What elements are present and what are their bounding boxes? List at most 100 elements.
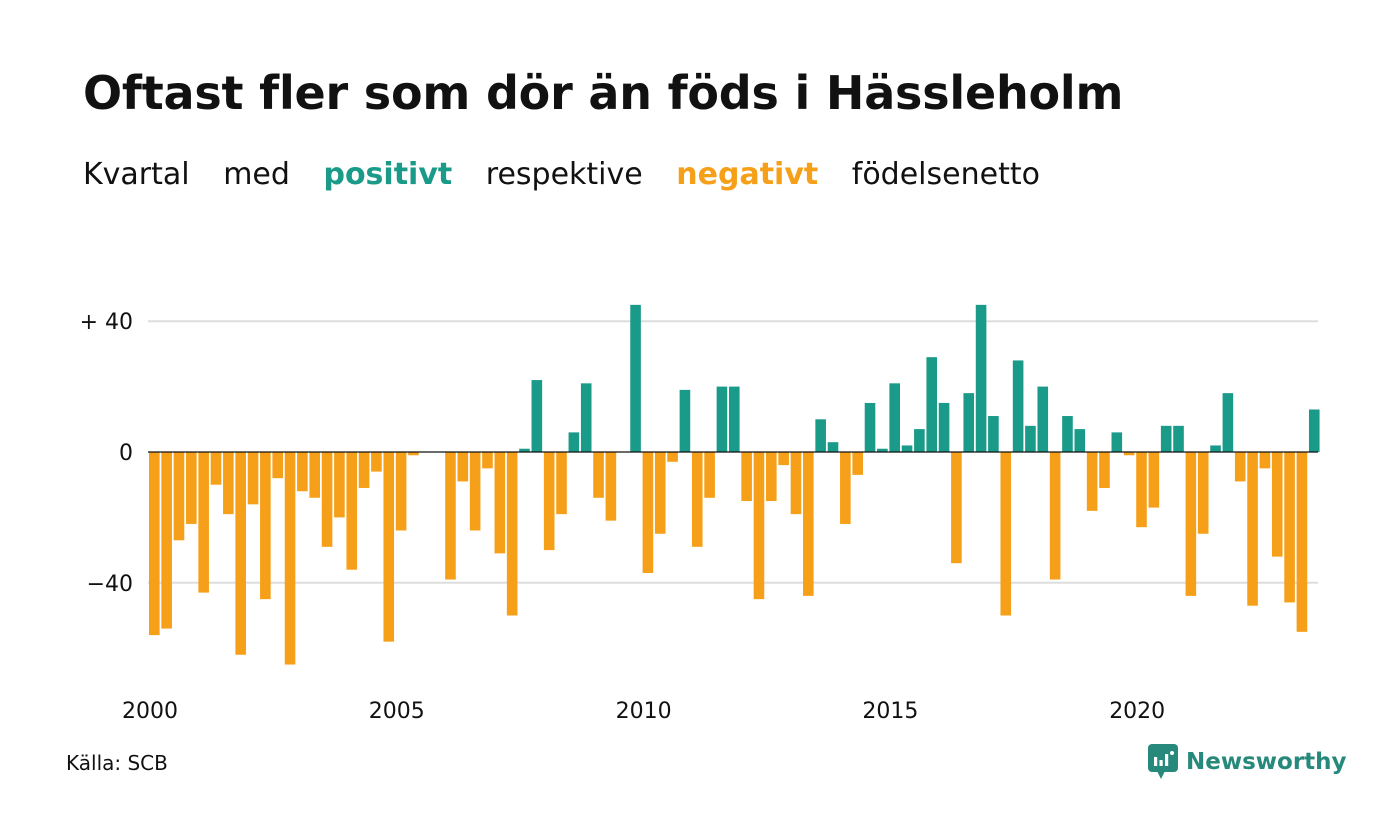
bar-negative bbox=[334, 452, 345, 518]
bar-negative bbox=[1185, 452, 1197, 596]
bar-positive bbox=[679, 389, 691, 452]
bar-negative bbox=[766, 452, 777, 502]
bar-negative bbox=[543, 452, 555, 551]
bar-negative bbox=[1271, 452, 1283, 557]
bar-positive bbox=[1160, 425, 1172, 452]
bar-negative bbox=[173, 452, 185, 541]
bar-positive bbox=[975, 304, 987, 452]
y-tick-label: 0 bbox=[119, 441, 133, 466]
bar-negative bbox=[198, 452, 209, 593]
x-tick-label: 2000 bbox=[122, 699, 178, 724]
bar-negative bbox=[642, 452, 654, 573]
bar-negative bbox=[371, 452, 382, 472]
bar-negative bbox=[753, 452, 765, 600]
x-tick-label: 2020 bbox=[1109, 699, 1165, 724]
bar-negative bbox=[1123, 452, 1135, 456]
bar-negative bbox=[506, 452, 518, 616]
bar-positive bbox=[716, 386, 728, 452]
bar-negative bbox=[161, 452, 172, 629]
bar-negative bbox=[852, 452, 863, 475]
bar-negative bbox=[383, 452, 395, 642]
bar-positive bbox=[827, 442, 839, 452]
bar-positive bbox=[877, 448, 888, 452]
bar-positive bbox=[1062, 416, 1073, 452]
brand-name: Newsworthy bbox=[1186, 749, 1347, 775]
bar-negative bbox=[556, 452, 567, 515]
bar-positive bbox=[926, 357, 938, 452]
bar-positive bbox=[531, 380, 543, 452]
bar-positive bbox=[630, 304, 641, 452]
bar-negative bbox=[840, 452, 851, 524]
bar-negative bbox=[1296, 452, 1308, 632]
subtitle-negative-label: negativt bbox=[676, 157, 819, 192]
bar-positive bbox=[901, 445, 913, 452]
newsworthy-logo-icon bbox=[1148, 744, 1178, 779]
source-note: Källa: SCB bbox=[66, 751, 168, 775]
bar-negative bbox=[186, 452, 197, 524]
bar-negative bbox=[358, 452, 370, 488]
bar-negative bbox=[272, 452, 283, 479]
bar-negative bbox=[1086, 452, 1098, 511]
bar-positive bbox=[519, 448, 530, 452]
bar-negative bbox=[605, 452, 617, 521]
bar-positive bbox=[815, 419, 826, 452]
bar-negative bbox=[1148, 452, 1160, 508]
bar-chart: + 40 0 −40 2000 2005 2010 2015 2020 bbox=[80, 304, 1320, 724]
bar-positive bbox=[914, 429, 925, 452]
bar-negative bbox=[691, 452, 703, 547]
bar-positive bbox=[1222, 393, 1234, 452]
subtitle-word-respektive: respektive bbox=[485, 157, 643, 192]
bar-positive bbox=[988, 416, 999, 452]
bar-positive bbox=[1210, 445, 1221, 452]
bar-positive bbox=[864, 402, 876, 452]
subtitle-positive-label: positivt bbox=[323, 157, 453, 192]
bar-negative bbox=[494, 452, 506, 554]
bar-negative bbox=[482, 452, 493, 469]
x-tick-label: 2010 bbox=[616, 699, 672, 724]
bar-negative bbox=[149, 452, 160, 636]
bar-negative bbox=[1049, 452, 1061, 580]
subtitle-word-fodelsenetto: födelsenetto bbox=[851, 157, 1040, 192]
bar-negative bbox=[1000, 452, 1012, 616]
bar-negative bbox=[667, 452, 678, 462]
bar-negative bbox=[309, 452, 321, 498]
bar-positive bbox=[580, 383, 592, 452]
chart-subtitle: Kvartal med positivt respektive negativt… bbox=[83, 157, 1064, 192]
y-tick-label: −40 bbox=[87, 572, 133, 597]
bar-negative bbox=[284, 452, 296, 665]
bar-positive bbox=[728, 386, 740, 452]
y-tick-label: + 40 bbox=[80, 310, 133, 335]
bar-positive bbox=[1037, 386, 1049, 452]
bar-negative bbox=[457, 452, 469, 482]
bar-negative bbox=[1099, 452, 1110, 488]
bar-negative bbox=[1247, 452, 1258, 606]
bar-negative bbox=[654, 452, 666, 534]
bar-negative bbox=[469, 452, 481, 531]
bar-negative bbox=[247, 452, 259, 505]
x-tick-label: 2005 bbox=[369, 699, 425, 724]
bar-negative bbox=[1197, 452, 1209, 534]
bar-positive bbox=[1173, 425, 1184, 452]
newsworthy-brand[interactable]: Newsworthy bbox=[1148, 744, 1347, 780]
bar-negative bbox=[778, 452, 789, 466]
subtitle-word-kvartal: Kvartal bbox=[83, 157, 190, 192]
bar-negative bbox=[408, 452, 419, 456]
bar-positive bbox=[568, 432, 580, 452]
bar-positive bbox=[1025, 425, 1036, 452]
bar-positive bbox=[1074, 429, 1086, 452]
bar-negative bbox=[260, 452, 271, 600]
bar-negative bbox=[297, 452, 308, 492]
bar-positive bbox=[889, 383, 900, 452]
bar-negative bbox=[321, 452, 333, 547]
bar-negative bbox=[951, 452, 962, 564]
bar-positive bbox=[1111, 432, 1123, 452]
bar-negative bbox=[741, 452, 752, 502]
subtitle-word-med: med bbox=[223, 157, 290, 192]
chart-title: Oftast fler som dör än föds i Hässleholm bbox=[83, 66, 1124, 120]
bar-positive bbox=[963, 393, 975, 452]
bar-negative bbox=[803, 452, 814, 596]
bar-negative bbox=[704, 452, 715, 498]
bar-negative bbox=[445, 452, 456, 580]
bar-negative bbox=[593, 452, 604, 498]
bar-negative bbox=[1234, 452, 1246, 482]
